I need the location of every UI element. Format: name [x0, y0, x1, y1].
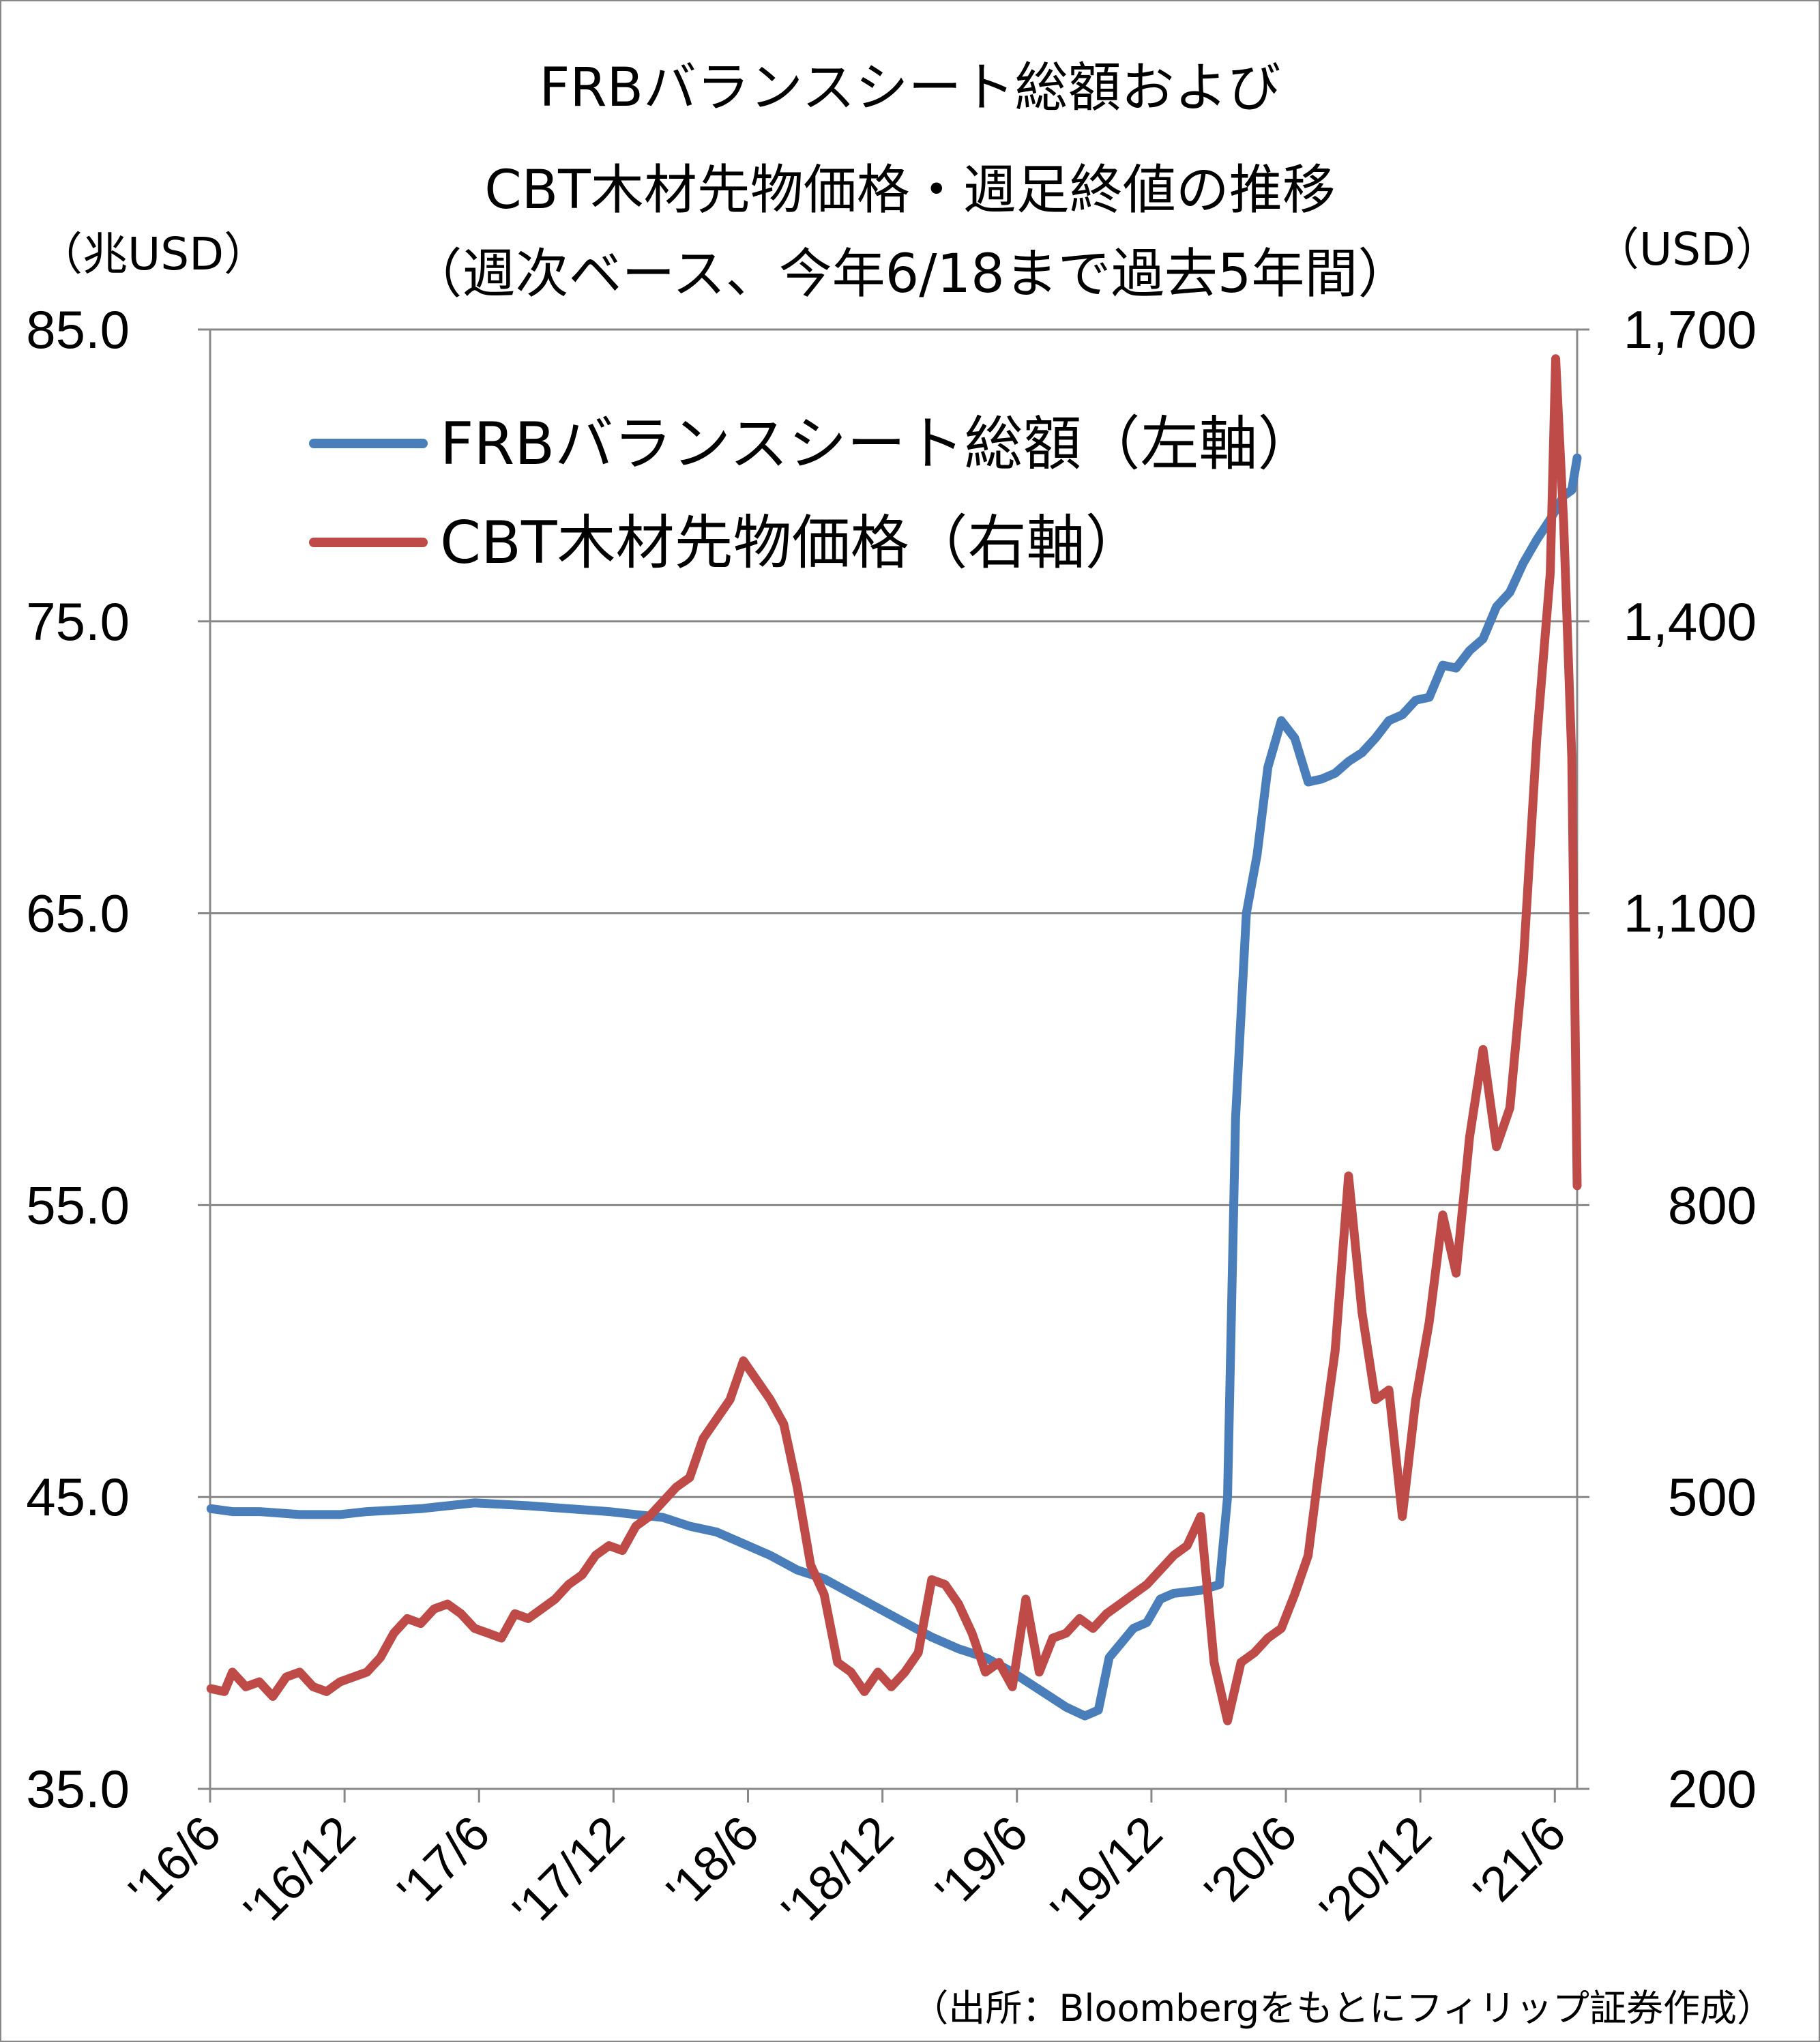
legend: FRBバランスシート総額（左軸） CBT木材先物価格（右軸）	[309, 410, 1317, 577]
right-tick-label: 200	[1668, 1759, 1757, 1819]
chart-title-line-3: （週次ベース、今年6/18まで過去5年間）	[409, 244, 1411, 305]
chart-title-line-1: FRBバランスシート総額および	[539, 57, 1280, 119]
right-tick-label: 1,700	[1624, 300, 1757, 360]
left-tick-label: 85.0	[26, 300, 130, 360]
source-note: （出所：Bloombergをもとにフィリップ証券作成）	[911, 1987, 1774, 2030]
left-tick-label: 55.0	[26, 1175, 130, 1235]
left-axis-unit: （兆USD）	[38, 228, 269, 280]
left-tick-label: 75.0	[26, 592, 130, 652]
series-line-frb	[206, 453, 1582, 1721]
series-lines	[206, 354, 1582, 1725]
legend-label-lumber: CBT木材先物価格（右軸）	[440, 509, 1144, 577]
right-axis-ticks: 1,700 1,400 1,100 800 500 200	[1577, 300, 1757, 1819]
chart-title-line-2: CBT木材先物価格・週足終値の推移	[484, 160, 1336, 221]
left-tick-label: 35.0	[26, 1759, 130, 1819]
right-tick-label: 1,100	[1624, 884, 1757, 944]
right-tick-label: 1,400	[1624, 592, 1757, 652]
left-tick-label: 45.0	[26, 1467, 130, 1527]
right-tick-label: 800	[1668, 1175, 1757, 1235]
series-line-lumber	[206, 354, 1582, 1725]
left-tick-label: 65.0	[26, 884, 130, 944]
legend-label-frb: FRBバランスシート総額（左軸）	[440, 410, 1317, 478]
right-tick-label: 500	[1668, 1467, 1757, 1527]
right-axis-unit: （USD）	[1594, 223, 1780, 276]
left-axis-ticks: 85.0 75.0 65.0 55.0 45.0 35.0	[26, 300, 210, 1819]
